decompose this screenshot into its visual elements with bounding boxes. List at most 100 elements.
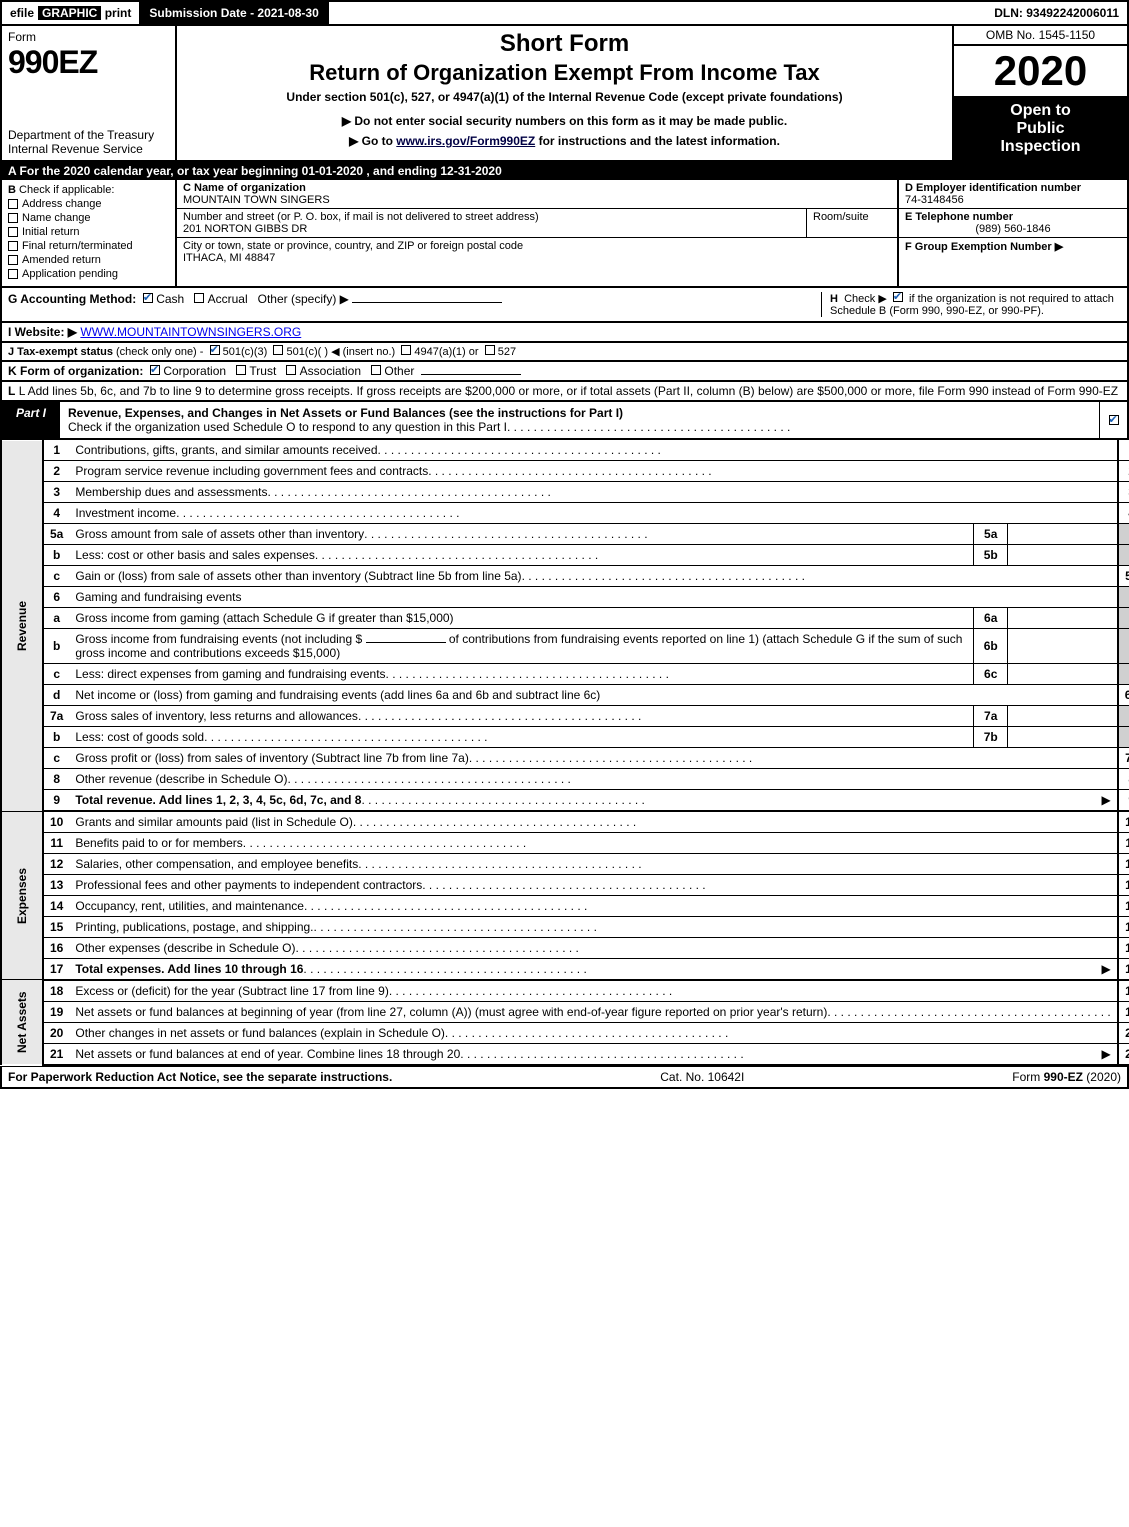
- l8-desc: Other revenue (describe in Schedule O): [75, 772, 287, 786]
- l20-num: 20: [43, 1023, 69, 1044]
- l6a-in: 6a: [974, 608, 1008, 629]
- l7c-desc: Gross profit or (loss) from sales of inv…: [75, 751, 468, 765]
- l5c-desc: Gain or (loss) from sale of assets other…: [75, 569, 521, 583]
- l7a-desc: Gross sales of inventory, less returns a…: [75, 709, 358, 723]
- l15-on: 15: [1118, 917, 1129, 938]
- l18-num: 18: [43, 980, 69, 1002]
- l9-on: 9: [1118, 790, 1129, 812]
- dept-treasury: Department of the Treasury: [8, 128, 169, 142]
- footer-left: For Paperwork Reduction Act Notice, see …: [8, 1070, 392, 1084]
- section-def: D Employer identification number 74-3148…: [897, 180, 1127, 286]
- chk-initial[interactable]: [8, 227, 18, 237]
- l6b-iv: [1008, 629, 1118, 664]
- j-o1: 501(c)(3): [223, 346, 268, 358]
- l6b-desc1: Gross income from fundraising events (no…: [75, 632, 362, 646]
- chk-amended[interactable]: [8, 255, 18, 265]
- l15-num: 15: [43, 917, 69, 938]
- l7b-num: b: [43, 727, 69, 748]
- chk-schedule-b[interactable]: [893, 292, 903, 302]
- j-o2: 501(c)( ): [286, 346, 328, 358]
- chk-final[interactable]: [8, 241, 18, 251]
- print-link[interactable]: print: [105, 6, 132, 20]
- chk-app-pending[interactable]: [8, 269, 18, 279]
- l6b-amount-input[interactable]: [366, 642, 446, 643]
- l7c-num: c: [43, 748, 69, 769]
- l6c-in: 6c: [974, 664, 1008, 685]
- l2-num: 2: [43, 461, 69, 482]
- chk-assoc[interactable]: [286, 365, 296, 375]
- l11-on: 11: [1118, 833, 1129, 854]
- l13-desc: Professional fees and other payments to …: [75, 878, 422, 892]
- j-note: (check only one) -: [116, 346, 203, 358]
- l3-on: 3: [1118, 482, 1129, 503]
- l1-on: 1: [1118, 440, 1129, 461]
- chk-name-change[interactable]: [8, 213, 18, 223]
- l14-desc: Occupancy, rent, utilities, and maintena…: [75, 899, 304, 913]
- city-label: City or town, state or province, country…: [183, 240, 891, 252]
- chk-4947[interactable]: [401, 345, 411, 355]
- d-label: D Employer identification number: [905, 182, 1081, 194]
- efile-cell: efile GRAPHIC print: [2, 2, 141, 24]
- footer: For Paperwork Reduction Act Notice, see …: [0, 1066, 1129, 1089]
- l16-desc: Other expenses (describe in Schedule O): [75, 941, 295, 955]
- chk-schedule-o[interactable]: [1109, 415, 1119, 425]
- row-j: J Tax-exempt status (check only one) - 5…: [0, 343, 1129, 362]
- ein-val: 74-3148456: [905, 194, 964, 206]
- city-val: ITHACA, MI 48847: [183, 252, 891, 264]
- open-to-public: Open to Public Inspection: [954, 98, 1127, 160]
- l9-desc: Total revenue. Add lines 1, 2, 3, 4, 5c,…: [75, 793, 361, 807]
- chk-other-org[interactable]: [371, 365, 381, 375]
- chk-accrual[interactable]: [194, 293, 204, 303]
- chk-501c3[interactable]: [210, 345, 220, 355]
- j-label: J Tax-exempt status: [8, 346, 113, 358]
- e-label: E Telephone number: [905, 211, 1013, 223]
- l12-desc: Salaries, other compensation, and employ…: [75, 857, 358, 871]
- footer-right-pre: Form: [1012, 1070, 1043, 1084]
- l5a-in: 5a: [974, 524, 1008, 545]
- l2-on: 2: [1118, 461, 1129, 482]
- chk-corp[interactable]: [150, 365, 160, 375]
- top-bar: efile GRAPHIC print Submission Date - 20…: [0, 0, 1129, 26]
- l3-num: 3: [43, 482, 69, 503]
- check-if-label: Check if applicable:: [19, 184, 114, 196]
- k-assoc: Association: [300, 364, 361, 378]
- l6a-iv: [1008, 608, 1118, 629]
- chk-trust[interactable]: [236, 365, 246, 375]
- l21-desc: Net assets or fund balances at end of ye…: [75, 1047, 460, 1061]
- other-specify-input[interactable]: [352, 302, 502, 303]
- l5a-iv: [1008, 524, 1118, 545]
- footer-mid: Cat. No. 10642I: [660, 1070, 744, 1084]
- j-o2-note: ◀ (insert no.): [331, 346, 395, 358]
- row-l: L L Add lines 5b, 6c, and 7b to line 9 t…: [0, 382, 1129, 402]
- l19-num: 19: [43, 1002, 69, 1023]
- l12-on: 12: [1118, 854, 1129, 875]
- chk-501c[interactable]: [273, 345, 283, 355]
- chk-addr-change[interactable]: [8, 199, 18, 209]
- l7c-on: 7c: [1118, 748, 1129, 769]
- open-line2: Public: [958, 120, 1123, 138]
- l7a-num: 7a: [43, 706, 69, 727]
- sub3-pre: ▶ Go to: [349, 134, 396, 148]
- l7a-in: 7a: [974, 706, 1008, 727]
- l6c-num: c: [43, 664, 69, 685]
- l6c-iv: [1008, 664, 1118, 685]
- sub3-post: for instructions and the latest informat…: [535, 134, 780, 148]
- l11-desc: Benefits paid to or for members: [75, 836, 242, 850]
- irs-link[interactable]: www.irs.gov/Form990EZ: [396, 134, 535, 148]
- expenses-side-label: Expenses: [1, 811, 43, 980]
- h-text1: Check ▶: [844, 293, 887, 305]
- l17-desc: Total expenses. Add lines 10 through 16: [75, 962, 303, 976]
- l11-num: 11: [43, 833, 69, 854]
- l19-desc: Net assets or fund balances at beginning…: [75, 1005, 827, 1019]
- other-org-input[interactable]: [421, 374, 521, 375]
- website-link[interactable]: WWW.MOUNTAINTOWNSINGERS.ORG: [80, 325, 301, 339]
- l6d-desc: Net income or (loss) from gaming and fun…: [75, 688, 600, 702]
- accrual-label: Accrual: [208, 292, 248, 306]
- chk-527[interactable]: [485, 345, 495, 355]
- lines-table: Revenue 1 Contributions, gifts, grants, …: [0, 440, 1129, 1066]
- dept-irs: Internal Revenue Service: [8, 142, 169, 156]
- f-label: F Group Exemption Number ▶: [905, 241, 1063, 253]
- chk-cash[interactable]: [143, 293, 153, 303]
- part1-tab: Part I: [2, 402, 60, 438]
- l5a-num: 5a: [43, 524, 69, 545]
